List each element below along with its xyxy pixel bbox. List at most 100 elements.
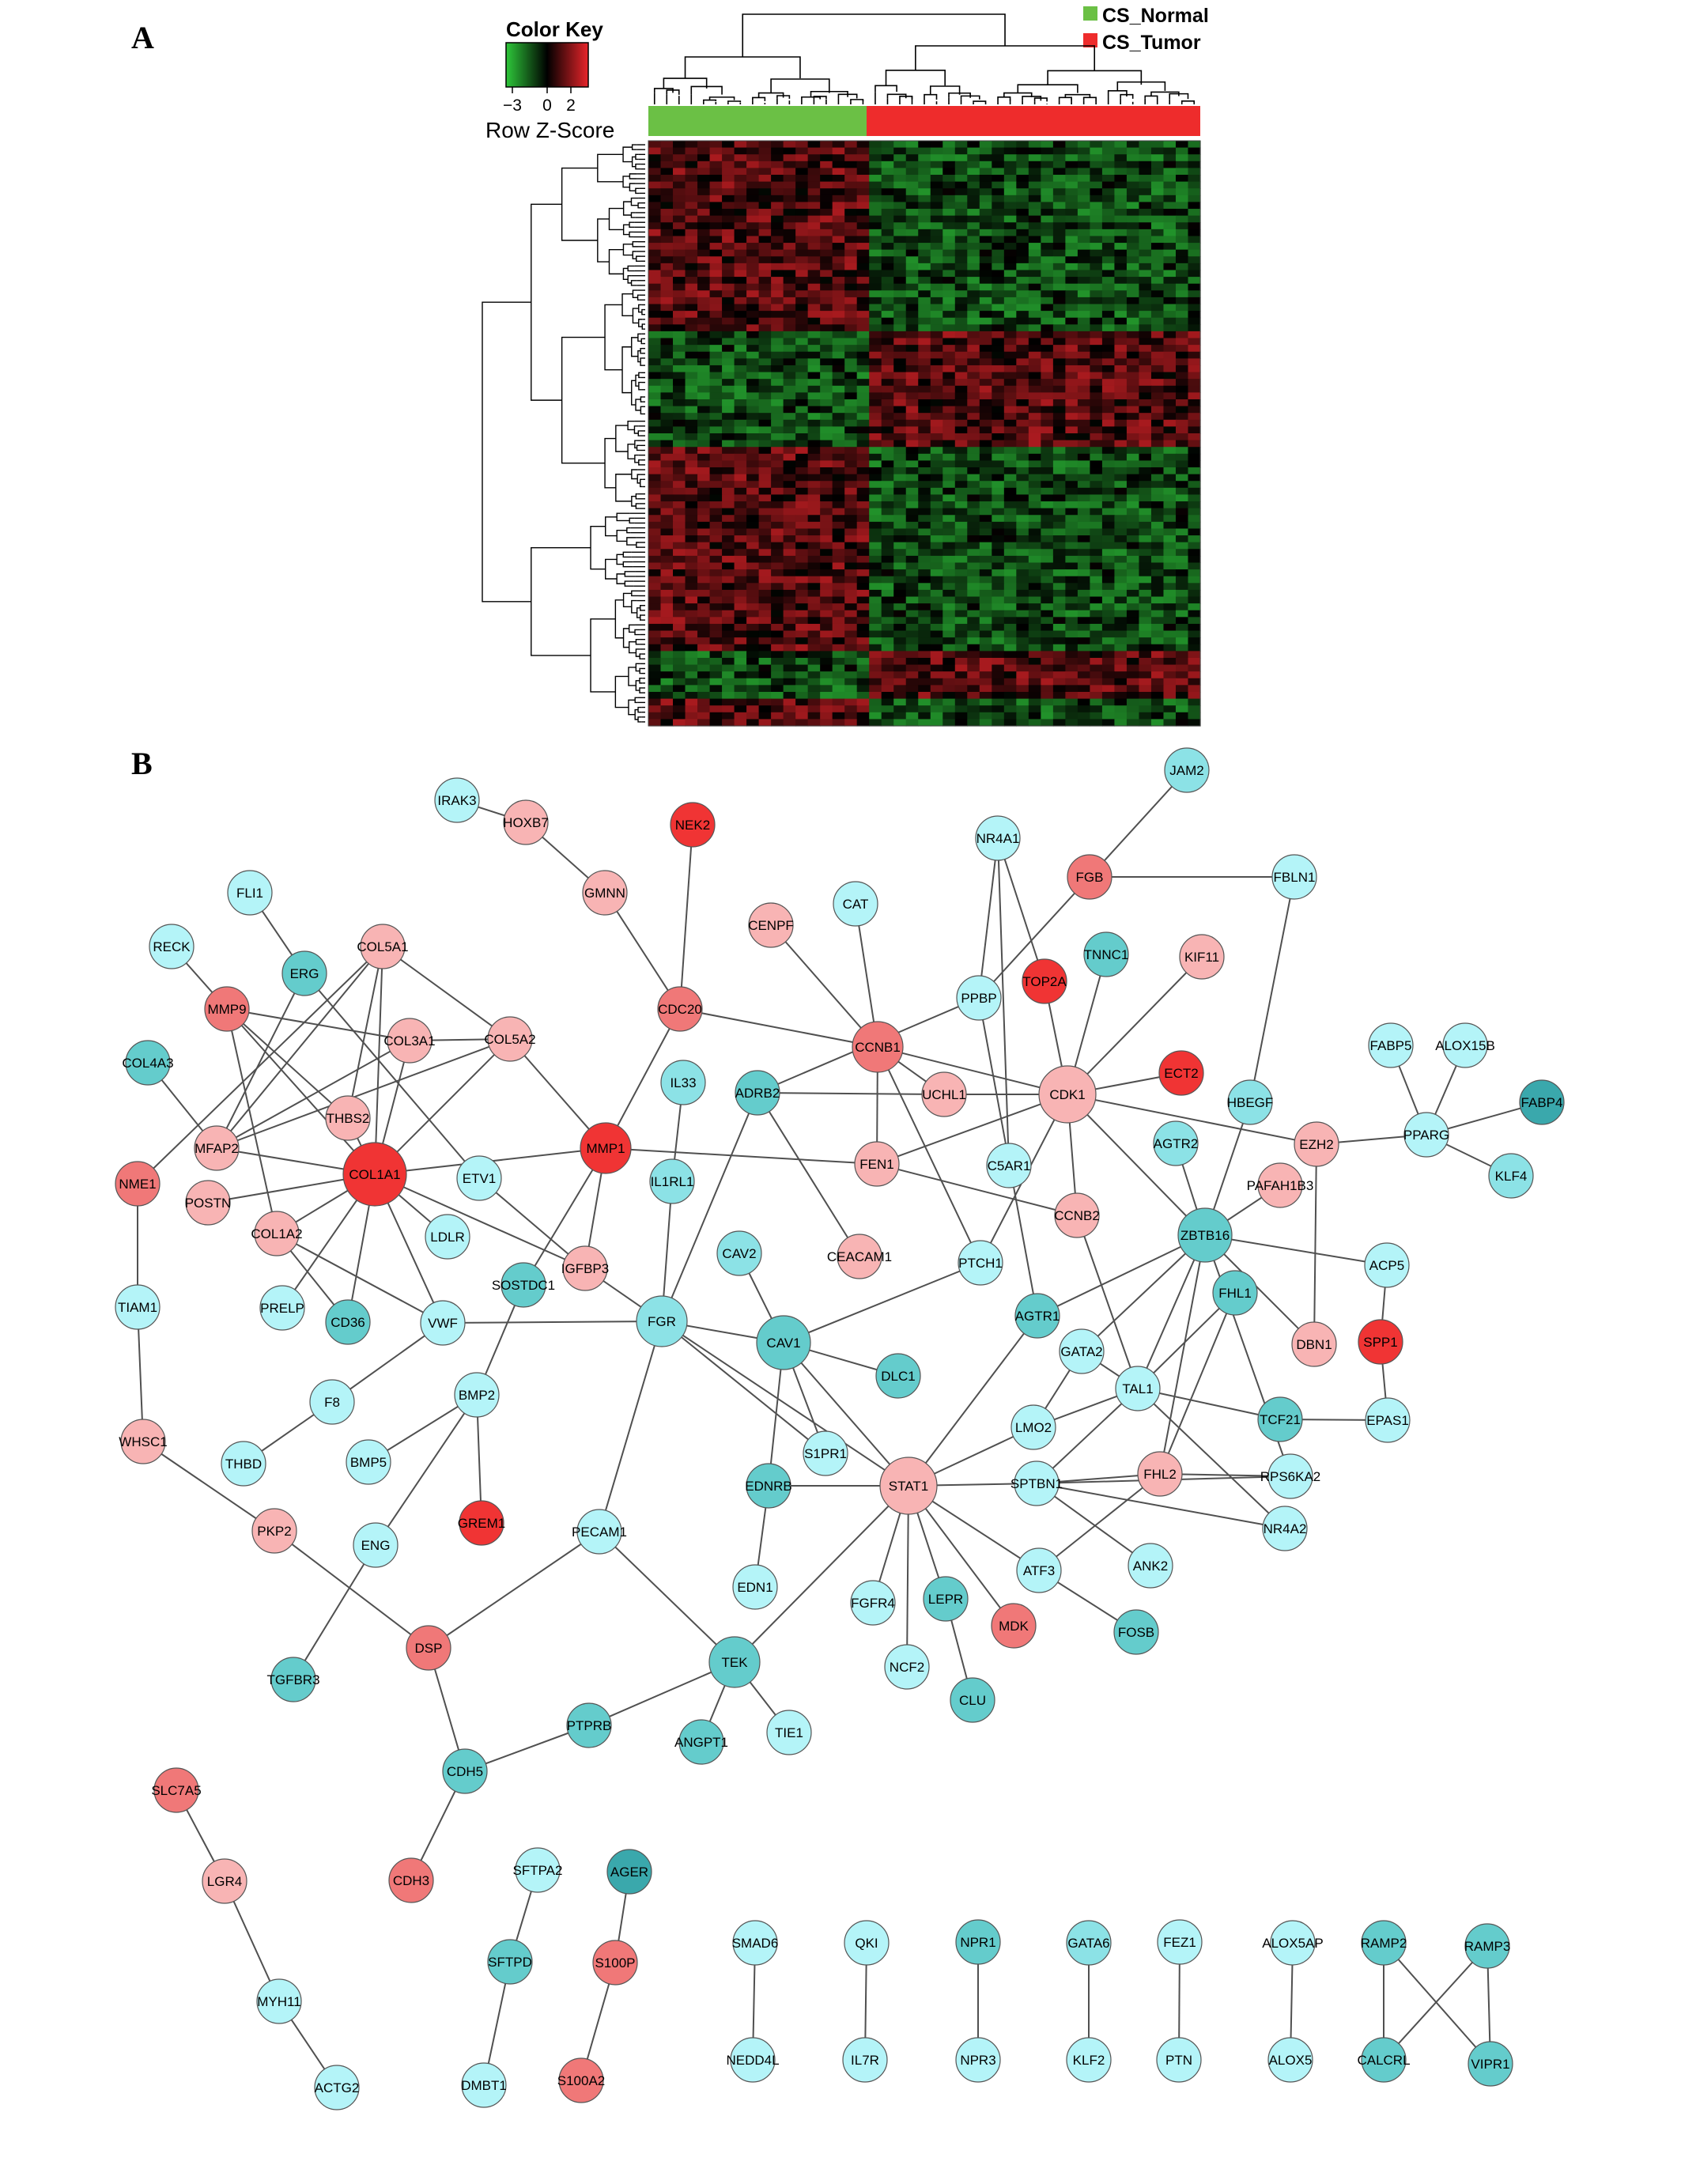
node-c5ar1[interactable]: C5AR1 [986,1143,1032,1188]
node-actg2[interactable]: ACTG2 [314,2065,360,2110]
node-prelp[interactable]: PRELP [259,1285,305,1331]
node-angpt1[interactable]: ANGPT1 [674,1719,728,1765]
node-lepr[interactable]: LEPR [923,1576,969,1622]
node-ccnb1[interactable]: CCNB1 [852,1021,904,1073]
node-cdc20[interactable]: CDC20 [657,986,703,1032]
node-col4a3[interactable]: COL4A3 [122,1040,174,1086]
node-pafah1b3[interactable]: PAFAH1B3 [1247,1162,1314,1208]
node-fabp4[interactable]: FABP4 [1519,1079,1565,1125]
node-adrb2[interactable]: ADRB2 [735,1070,780,1116]
node-ager[interactable]: AGER [606,1849,652,1895]
node-npr1[interactable]: NPR1 [955,1919,1001,1965]
node-lgr4[interactable]: LGR4 [202,1858,247,1904]
node-vwf[interactable]: VWF [420,1300,466,1346]
node-hoxb7[interactable]: HOXB7 [503,799,549,845]
node-atf3[interactable]: ATF3 [1016,1547,1062,1593]
node-ednrb[interactable]: EDNRB [745,1463,792,1509]
node-qki[interactable]: QKI [844,1920,890,1966]
node-bmp5[interactable]: BMP5 [346,1439,391,1485]
node-cdk1[interactable]: CDK1 [1038,1065,1097,1124]
node-ncf2[interactable]: NCF2 [884,1644,930,1690]
node-mdk[interactable]: MDK [991,1603,1037,1649]
node-epas1[interactable]: EPAS1 [1365,1397,1411,1443]
node-whsc1[interactable]: WHSC1 [119,1419,168,1464]
node-ezh2[interactable]: EZH2 [1294,1121,1339,1167]
node-tcf21[interactable]: TCF21 [1257,1396,1303,1442]
node-klf2[interactable]: KLF2 [1066,2037,1112,2083]
node-lmo2[interactable]: LMO2 [1010,1404,1056,1450]
node-dlc1[interactable]: DLC1 [875,1353,921,1399]
node-npr3[interactable]: NPR3 [955,2037,1001,2083]
node-irak3[interactable]: IRAK3 [434,777,480,823]
node-col1a1[interactable]: COL1A1 [342,1142,407,1207]
node-top2a[interactable]: TOP2A [1022,958,1067,1004]
node-ptn[interactable]: PTN [1156,2037,1202,2083]
node-eng[interactable]: ENG [353,1522,399,1568]
node-col1a2[interactable]: COL1A2 [251,1211,303,1256]
node-cav2[interactable]: CAV2 [716,1230,762,1276]
node-mfap2[interactable]: MFAP2 [194,1125,240,1171]
node-thbs2[interactable]: THBS2 [325,1095,371,1141]
node-col5a2[interactable]: COL5A2 [484,1016,536,1062]
node-klf4[interactable]: KLF4 [1488,1153,1534,1199]
node-uchl1[interactable]: UCHL1 [921,1071,967,1117]
node-slc7a5[interactable]: SLC7A5 [151,1767,202,1813]
node-agtr2[interactable]: AGTR2 [1153,1120,1199,1166]
node-s100p[interactable]: S100P [592,1940,638,1986]
node-ramp2[interactable]: RAMP2 [1361,1920,1407,1966]
node-tnnc1[interactable]: TNNC1 [1083,931,1129,977]
node-kif11[interactable]: KIF11 [1179,934,1225,980]
node-sostdc1[interactable]: SOSTDC1 [492,1262,555,1308]
node-fabp5[interactable]: FABP5 [1368,1022,1414,1068]
node-fbln1[interactable]: FBLN1 [1271,854,1317,900]
node-fen1[interactable]: FEN1 [854,1141,900,1187]
node-nr4a2[interactable]: NR4A2 [1262,1506,1308,1551]
node-s100a2[interactable]: S100A2 [557,2057,606,2103]
node-mmp1[interactable]: MMP1 [580,1122,632,1174]
node-il7r[interactable]: IL7R [842,2037,888,2083]
node-cdh5[interactable]: CDH5 [442,1748,488,1794]
node-s1pr1[interactable]: S1PR1 [803,1430,848,1476]
node-mmp9[interactable]: MMP9 [204,986,250,1032]
node-fli1[interactable]: FLI1 [227,870,273,916]
node-f8[interactable]: F8 [309,1379,355,1425]
node-dsp[interactable]: DSP [406,1625,451,1671]
node-acp5[interactable]: ACP5 [1364,1242,1410,1288]
node-cat[interactable]: CAT [833,881,878,927]
node-reck[interactable]: RECK [149,924,195,969]
node-vipr1[interactable]: VIPR1 [1468,2041,1513,2087]
node-ptch1[interactable]: PTCH1 [958,1240,1003,1286]
node-calcrl[interactable]: CALCRL [1357,2037,1411,2083]
node-ccnb2[interactable]: CCNB2 [1054,1192,1100,1238]
node-dbn1[interactable]: DBN1 [1291,1321,1337,1367]
node-gmnn[interactable]: GMNN [582,870,628,916]
node-myh11[interactable]: MYH11 [256,1978,302,2024]
node-pparg[interactable]: PPARG [1403,1112,1449,1158]
node-fosb[interactable]: FOSB [1113,1609,1159,1655]
node-erg[interactable]: ERG [281,950,327,996]
node-bmp2[interactable]: BMP2 [454,1372,500,1418]
node-ppbp[interactable]: PPBP [956,975,1002,1021]
node-edn1[interactable]: EDN1 [732,1564,778,1610]
node-ptprb[interactable]: PTPRB [566,1702,612,1748]
node-dmbt1[interactable]: DMBT1 [461,2062,507,2108]
node-etv1[interactable]: ETV1 [456,1155,502,1201]
node-tiam1[interactable]: TIAM1 [115,1284,161,1330]
node-fez1[interactable]: FEZ1 [1157,1919,1203,1965]
node-fgfr4[interactable]: FGFR4 [850,1580,896,1626]
node-smad6[interactable]: SMAD6 [732,1920,779,1966]
node-cd36[interactable]: CD36 [325,1299,371,1345]
node-ceacam1[interactable]: CEACAM1 [827,1234,892,1279]
node-cav1[interactable]: CAV1 [756,1315,811,1370]
node-sptbn1[interactable]: SPTBN1 [1010,1460,1063,1506]
node-spp1[interactable]: SPP1 [1358,1319,1403,1365]
node-tek[interactable]: TEK [708,1636,761,1688]
node-tal1[interactable]: TAL1 [1115,1366,1161,1411]
node-sftpd[interactable]: SFTPD [487,1939,533,1985]
node-rps6ka2[interactable]: RPS6KA2 [1260,1453,1321,1499]
node-alox15b[interactable]: ALOX15B [1435,1022,1495,1068]
node-jam2[interactable]: JAM2 [1164,747,1210,793]
node-nedd4l[interactable]: NEDD4L [726,2037,780,2083]
node-postn[interactable]: POSTN [185,1180,232,1226]
node-gata2[interactable]: GATA2 [1059,1328,1105,1374]
